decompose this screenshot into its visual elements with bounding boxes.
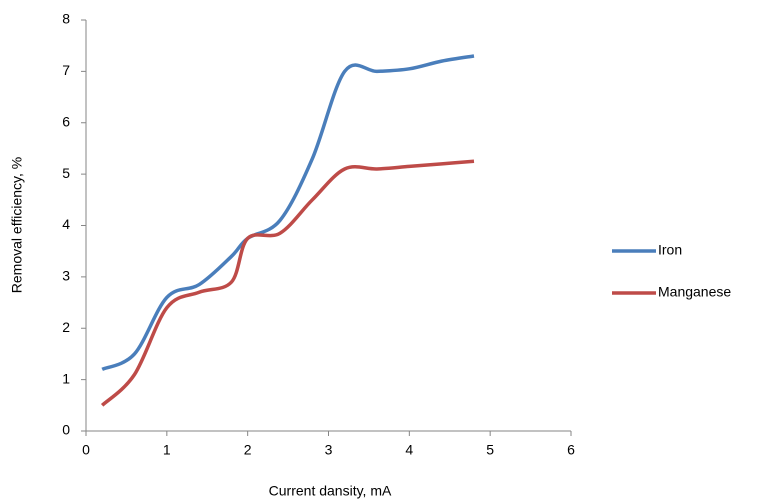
x-tick-label: 1 [163, 442, 171, 458]
y-tick-label: 8 [62, 11, 70, 27]
y-tick-label: 0 [62, 422, 70, 438]
x-tick-label: 2 [244, 442, 252, 458]
y-tick-label: 1 [62, 370, 70, 386]
legend-label: Manganese [658, 284, 731, 300]
y-axis-title: Removal efficiency, % [9, 157, 25, 293]
line [100, 159, 475, 407]
x-tick-label: 5 [486, 442, 494, 458]
y-tick-label: 7 [62, 62, 70, 78]
y-tick-label: 2 [62, 319, 70, 335]
legend-label: Iron [658, 242, 682, 258]
y-tick-label: 4 [62, 216, 70, 232]
x-tick-label: 6 [567, 442, 575, 458]
x-axis-title: Current dansity, mA [269, 483, 392, 499]
x-tick-label: 0 [82, 442, 90, 458]
x-tick-label: 4 [405, 442, 413, 458]
line [101, 54, 475, 371]
y-tick-label: 6 [62, 113, 70, 129]
x-tick-label: 3 [325, 442, 333, 458]
y-tick-label: 5 [62, 165, 70, 181]
y-tick-label: 3 [62, 268, 70, 284]
